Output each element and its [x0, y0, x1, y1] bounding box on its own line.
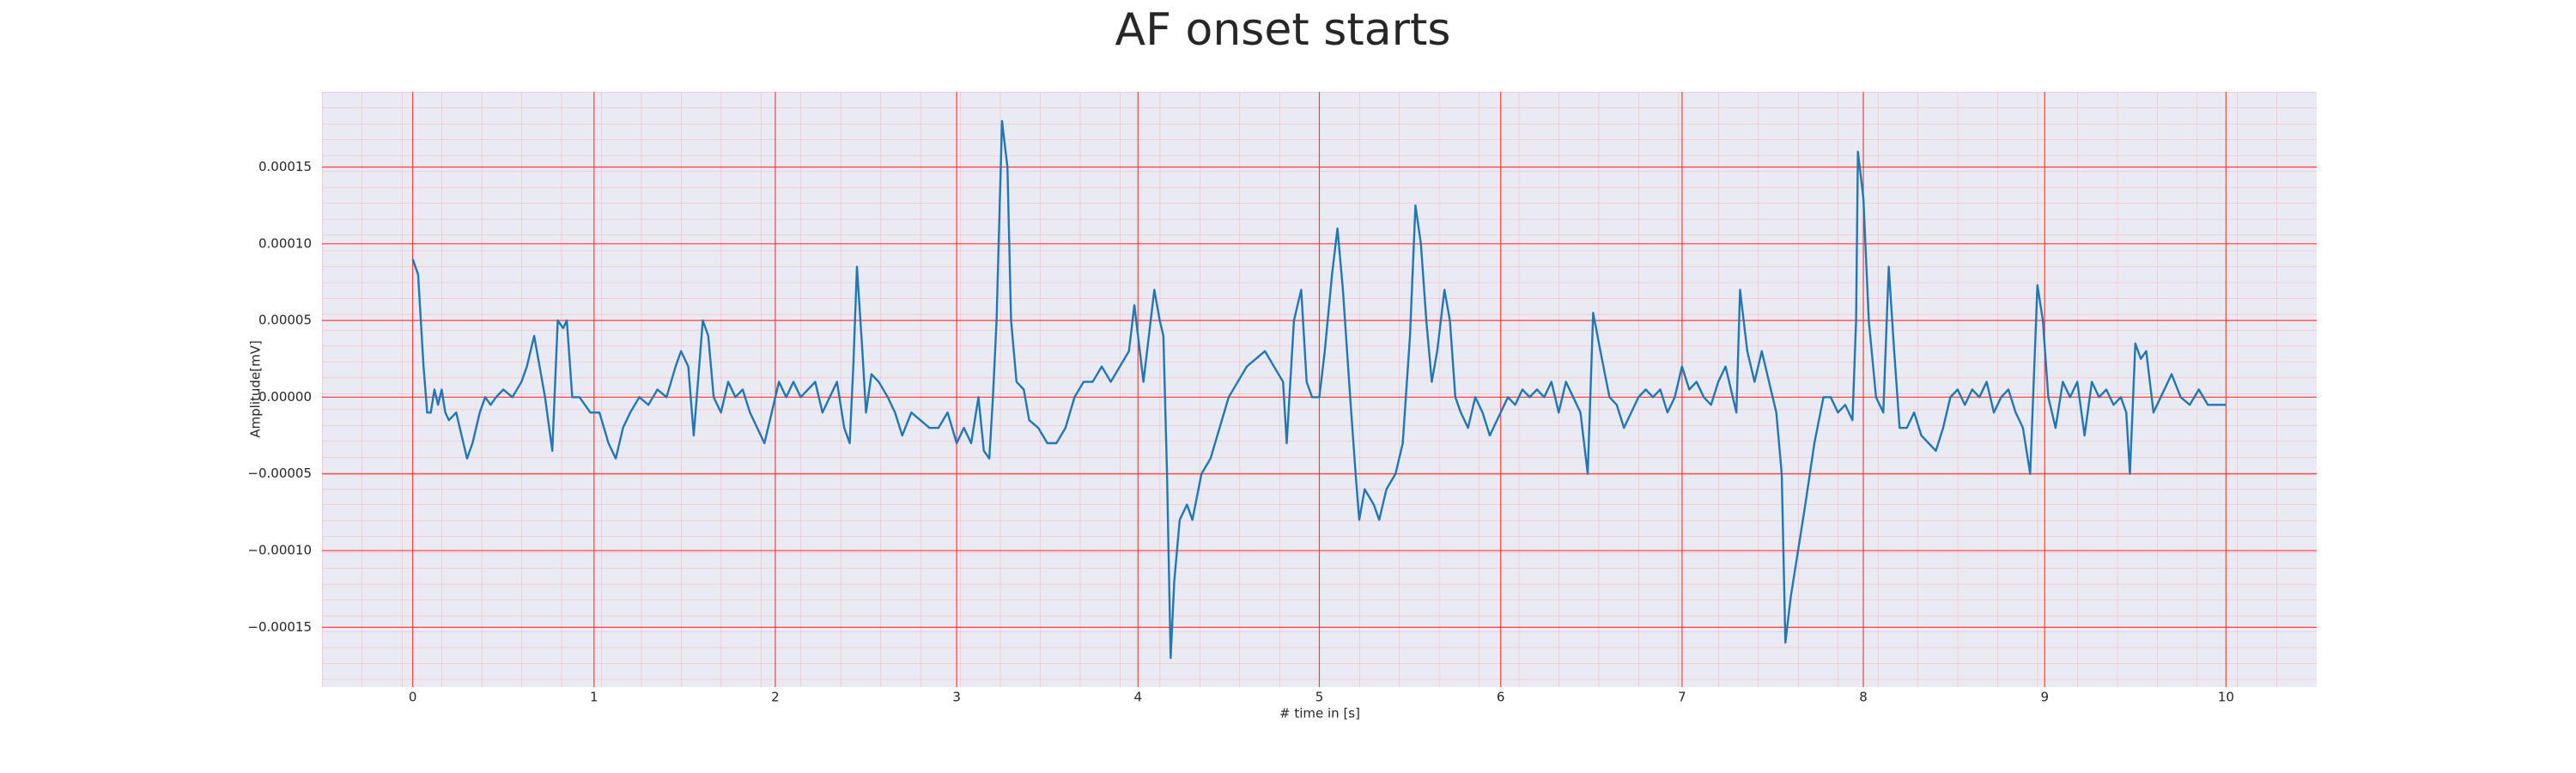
- x-tick-label: 5: [1315, 690, 1324, 705]
- y-tick-label: −0.00010: [247, 543, 312, 558]
- y-tick-label: −0.00005: [247, 466, 312, 481]
- y-tick-label: 0.00010: [258, 235, 312, 251]
- x-tick-label: 9: [2040, 690, 2049, 705]
- x-tick-label: 10: [2218, 690, 2234, 705]
- y-tick-label: 0.00005: [258, 313, 312, 328]
- x-tick-label: 2: [771, 690, 780, 705]
- x-tick-label: 1: [590, 690, 598, 705]
- y-tick-label: −0.00015: [247, 619, 312, 635]
- x-tick-label: 6: [1497, 690, 1505, 705]
- y-axis-label: Amplitude[mV]: [248, 340, 264, 437]
- y-tick-label: 0.00015: [258, 159, 312, 174]
- x-tick-label: 7: [1678, 690, 1686, 705]
- y-tick-label: 0.00000: [258, 389, 312, 405]
- x-tick-label: 3: [952, 690, 961, 705]
- x-tick-label: 0: [409, 690, 417, 705]
- x-tick-label: 4: [1134, 690, 1143, 705]
- data-line: [411, 119, 2227, 660]
- chart-title: AF onset starts: [1115, 4, 1451, 56]
- x-tick-label: 8: [1859, 690, 1868, 705]
- x-axis-label: # time in [s]: [1279, 706, 1360, 721]
